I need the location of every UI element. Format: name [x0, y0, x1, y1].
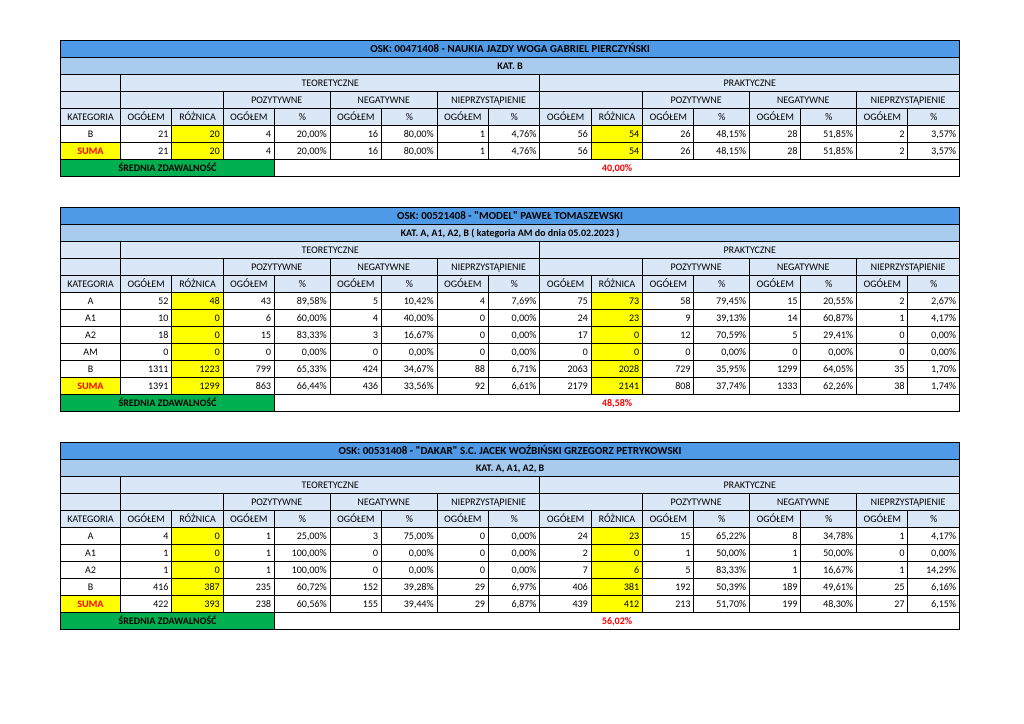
table-title: OSK: 00531408 - "DAKAR" S.C. JACEK WOŹBI…: [61, 443, 960, 460]
column-header: OGÓŁEM: [750, 109, 801, 126]
data-row: A52484389,58%510,42%47,69%75735879,45%15…: [61, 293, 960, 310]
column-header: %: [275, 109, 331, 126]
column-header: KATEGORIA: [61, 276, 121, 293]
column-header: KATEGORIA: [61, 109, 121, 126]
column-header: %: [801, 276, 857, 293]
data-row: B41638723560,72%15239,28%296,97%40638119…: [61, 579, 960, 596]
column-header: %: [382, 511, 438, 528]
suma-row: SUMA2120420,00%1680,00%14,76%56542648,15…: [61, 143, 960, 160]
column-header: OGÓŁEM: [120, 276, 171, 293]
column-header: OGÓŁEM: [643, 109, 694, 126]
table-subtitle: KAT. B: [61, 58, 960, 75]
average-label: ŚREDNIA ZDAWALNOŚĆ: [61, 395, 275, 412]
column-header: %: [489, 109, 540, 126]
column-header: OGÓŁEM: [437, 276, 488, 293]
tables-container: OSK: 00471408 - NAUKIA JAZDY WOGA GABRIE…: [60, 40, 964, 630]
column-header: RÓŻNICA: [172, 276, 223, 293]
average-row: ŚREDNIA ZDAWALNOŚĆ48,58%: [61, 395, 960, 412]
column-header: %: [694, 276, 750, 293]
column-header: OGÓŁEM: [540, 511, 591, 528]
column-header: %: [801, 511, 857, 528]
column-header: OGÓŁEM: [330, 511, 381, 528]
column-header: OGÓŁEM: [437, 109, 488, 126]
column-header: OGÓŁEM: [223, 276, 274, 293]
column-header: OGÓŁEM: [437, 511, 488, 528]
column-header: %: [694, 109, 750, 126]
column-header: OGÓŁEM: [330, 276, 381, 293]
column-header: %: [908, 276, 960, 293]
column-header: RÓŻNICA: [172, 511, 223, 528]
average-value: 40,00%: [275, 160, 960, 177]
column-header: %: [801, 109, 857, 126]
column-header: %: [275, 511, 331, 528]
average-label: ŚREDNIA ZDAWALNOŚĆ: [61, 613, 275, 630]
column-header: OGÓŁEM: [120, 109, 171, 126]
column-header: RÓŻNICA: [172, 109, 223, 126]
average-row: ŚREDNIA ZDAWALNOŚĆ40,00%: [61, 160, 960, 177]
data-row: A21801583,33%316,67%00,00%1701270,59%529…: [61, 327, 960, 344]
suma-row: SUMA1391129986366,44%43633,56%926,61%217…: [61, 378, 960, 395]
column-header: OGÓŁEM: [223, 511, 274, 528]
column-header: OGÓŁEM: [223, 109, 274, 126]
column-header: %: [694, 511, 750, 528]
report-table: OSK: 00521408 - "MODEL" PAWEŁ TOMASZEWSK…: [60, 207, 960, 412]
column-header: RÓŻNICA: [591, 511, 642, 528]
average-row: ŚREDNIA ZDAWALNOŚĆ56,02%: [61, 613, 960, 630]
average-value: 48,58%: [275, 395, 960, 412]
suma-row: SUMA42239323860,56%15539,44%296,87%43941…: [61, 596, 960, 613]
table-subtitle: KAT. A, A1, A2, B ( kategoria AM do dnia…: [61, 225, 960, 242]
data-row: A1101100,00%00,00%00,00%20150,00%150,00%…: [61, 545, 960, 562]
report-table: OSK: 00531408 - "DAKAR" S.C. JACEK WOŹBI…: [60, 442, 960, 630]
column-header: KATEGORIA: [61, 511, 121, 528]
column-header: OGÓŁEM: [857, 511, 908, 528]
column-header: OGÓŁEM: [540, 276, 591, 293]
data-row: A1100660,00%440,00%00,00%2423939,13%1460…: [61, 310, 960, 327]
table-title: OSK: 00471408 - NAUKIA JAZDY WOGA GABRIE…: [61, 41, 960, 58]
column-header: OGÓŁEM: [643, 276, 694, 293]
column-header: RÓŻNICA: [591, 276, 642, 293]
column-header: %: [382, 109, 438, 126]
data-row: B1311122379965,33%42434,67%886,71%206320…: [61, 361, 960, 378]
column-header: OGÓŁEM: [857, 276, 908, 293]
table-title: OSK: 00521408 - "MODEL" PAWEŁ TOMASZEWSK…: [61, 208, 960, 225]
column-header: %: [908, 109, 960, 126]
table-subtitle: KAT. A, A1, A2, B: [61, 460, 960, 477]
column-header: %: [489, 276, 540, 293]
report-table: OSK: 00471408 - NAUKIA JAZDY WOGA GABRIE…: [60, 40, 960, 177]
column-header: %: [382, 276, 438, 293]
column-header: RÓŻNICA: [591, 109, 642, 126]
column-header: %: [275, 276, 331, 293]
column-header: OGÓŁEM: [120, 511, 171, 528]
average-label: ŚREDNIA ZDAWALNOŚĆ: [61, 160, 275, 177]
column-header: OGÓŁEM: [643, 511, 694, 528]
data-row: AM0000,00%00,00%00,00%0000,00%00,00%00,0…: [61, 344, 960, 361]
column-header: OGÓŁEM: [540, 109, 591, 126]
column-header: OGÓŁEM: [857, 109, 908, 126]
column-header: %: [489, 511, 540, 528]
column-header: %: [908, 511, 960, 528]
average-value: 56,02%: [275, 613, 960, 630]
column-header: OGÓŁEM: [750, 276, 801, 293]
data-row: A40125,00%375,00%00,00%24231565,22%834,7…: [61, 528, 960, 545]
data-row: B2120420,00%1680,00%14,76%56542648,15%28…: [61, 126, 960, 143]
column-header: OGÓŁEM: [750, 511, 801, 528]
data-row: A2101100,00%00,00%00,00%76583,33%116,67%…: [61, 562, 960, 579]
column-header: OGÓŁEM: [330, 109, 381, 126]
